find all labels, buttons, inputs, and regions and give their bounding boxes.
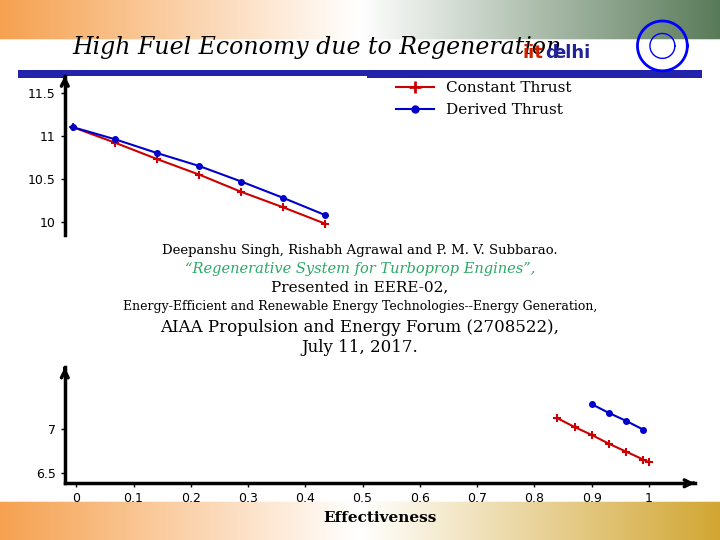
Text: elhi: elhi xyxy=(553,44,590,62)
Text: d: d xyxy=(545,44,558,62)
FancyBboxPatch shape xyxy=(18,18,702,524)
FancyBboxPatch shape xyxy=(18,70,702,78)
Text: Presented in EERE-02,: Presented in EERE-02, xyxy=(271,281,449,295)
Text: “Regenerative System for Turboprop Engines”,: “Regenerative System for Turboprop Engin… xyxy=(185,262,535,276)
Text: iit: iit xyxy=(522,44,543,62)
Legend: Constant Thrust, Derived Thrust: Constant Thrust, Derived Thrust xyxy=(390,75,578,123)
Text: July 11, 2017.: July 11, 2017. xyxy=(302,339,418,356)
Text: AIAA Propulsion and Energy Forum (2708522),: AIAA Propulsion and Energy Forum (270852… xyxy=(161,319,559,336)
Text: Energy-Efficient and Renewable Energy Technologies--Energy Generation,: Energy-Efficient and Renewable Energy Te… xyxy=(123,300,597,313)
Text: High Fuel Economy due to Regeneration: High Fuel Economy due to Regeneration xyxy=(72,36,562,59)
Text: Deepanshu Singh, Rishabh Agrawal and P. M. V. Subbarao.: Deepanshu Singh, Rishabh Agrawal and P. … xyxy=(162,244,558,257)
X-axis label: Effectiveness: Effectiveness xyxy=(323,511,436,525)
